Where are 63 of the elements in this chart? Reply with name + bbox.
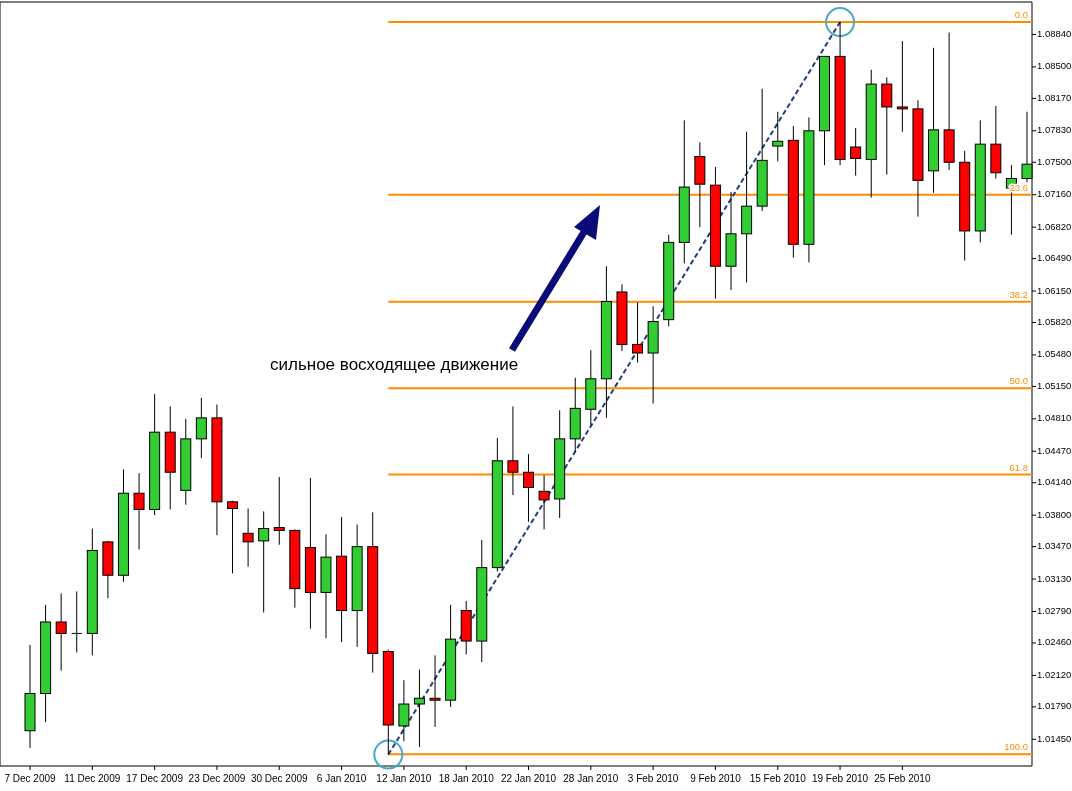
ref-line-label: 100.0 — [1004, 741, 1028, 753]
candlestick — [71, 590, 83, 653]
x-tick-label: 15 Feb 2010 — [749, 773, 807, 784]
x-tick-label: 9 Feb 2010 — [690, 773, 742, 784]
candlestick — [398, 679, 410, 742]
x-tick-label: 7 Dec 2009 — [4, 773, 57, 784]
y-tick-label: 1.05480 — [1037, 348, 1072, 360]
candlestick — [538, 474, 550, 530]
candlestick — [413, 669, 425, 748]
y-tick-label: 1.04140 — [1037, 476, 1072, 488]
x-tick-label: 18 Jan 2010 — [438, 773, 495, 784]
y-tick-label: 1.05150 — [1037, 379, 1072, 391]
candlestick — [227, 500, 239, 574]
y-tick-label: 1.08500 — [1037, 60, 1072, 72]
y-tick-label: 1.03800 — [1037, 508, 1072, 520]
candlestick — [507, 405, 519, 496]
candlestick — [273, 476, 285, 546]
candlestick — [632, 301, 644, 364]
y-tick-label: 1.08840 — [1037, 27, 1072, 39]
candlestick — [242, 507, 254, 568]
y-tick-label: 1.05820 — [1037, 316, 1072, 328]
y-tick-label: 1.01790 — [1037, 700, 1072, 712]
candlestick — [258, 510, 270, 613]
ref-line-label: 0.0 — [1014, 9, 1028, 21]
y-tick-label: 1.03130 — [1037, 572, 1072, 584]
ref-line-label: 61.8 — [1009, 461, 1028, 473]
annotation: сильное восходящее движение — [270, 355, 519, 374]
y-tick-label: 1.01450 — [1037, 732, 1072, 744]
candlestick — [429, 654, 441, 728]
x-tick-label: 30 Dec 2009 — [250, 773, 309, 784]
candlestick — [55, 592, 67, 672]
ref-line-label: 38.2 — [1009, 288, 1028, 300]
candlestick — [523, 453, 534, 523]
y-tick-label: 1.07160 — [1037, 188, 1072, 200]
candlestick — [133, 472, 145, 550]
x-tick-label: 28 Jan 2010 — [563, 773, 619, 784]
x-tick-label: 22 Jan 2010 — [500, 773, 557, 784]
x-tick-label: 12 Jan 2010 — [376, 773, 432, 784]
x-tick-label: 11 Dec 2009 — [64, 773, 121, 784]
candlestick — [881, 76, 893, 176]
y-tick-label: 1.07500 — [1037, 155, 1072, 167]
y-tick-label: 1.04470 — [1037, 444, 1072, 456]
y-tick-label: 1.06820 — [1037, 220, 1072, 232]
ref-line-label: 50.0 — [1009, 375, 1028, 387]
y-tick-label: 1.06150 — [1037, 284, 1072, 296]
candlestick — [896, 40, 908, 133]
candlestick — [772, 111, 784, 162]
x-tick-label: 6 Jan 2010 — [316, 773, 367, 784]
x-tick-label: 25 Feb 2010 — [874, 773, 931, 784]
y-tick-label: 1.07830 — [1037, 124, 1072, 136]
candlestick — [850, 127, 862, 177]
y-tick-label: 1.02120 — [1037, 668, 1072, 680]
x-tick-label: 3 Feb 2010 — [627, 773, 679, 784]
y-tick-label: 1.03470 — [1037, 540, 1072, 552]
x-tick-label: 17 Dec 2009 — [126, 773, 184, 784]
y-tick-label: 1.08170 — [1037, 91, 1072, 103]
x-tick-label: 19 Feb 2010 — [811, 773, 869, 784]
candlestick — [195, 397, 207, 459]
x-tick-label: 23 Dec 2009 — [188, 773, 246, 784]
y-tick-label: 1.02460 — [1037, 636, 1072, 648]
y-tick-label: 1.06490 — [1037, 252, 1072, 264]
y-tick-label: 1.04810 — [1037, 412, 1072, 424]
y-tick-label: 1.02790 — [1037, 605, 1072, 617]
